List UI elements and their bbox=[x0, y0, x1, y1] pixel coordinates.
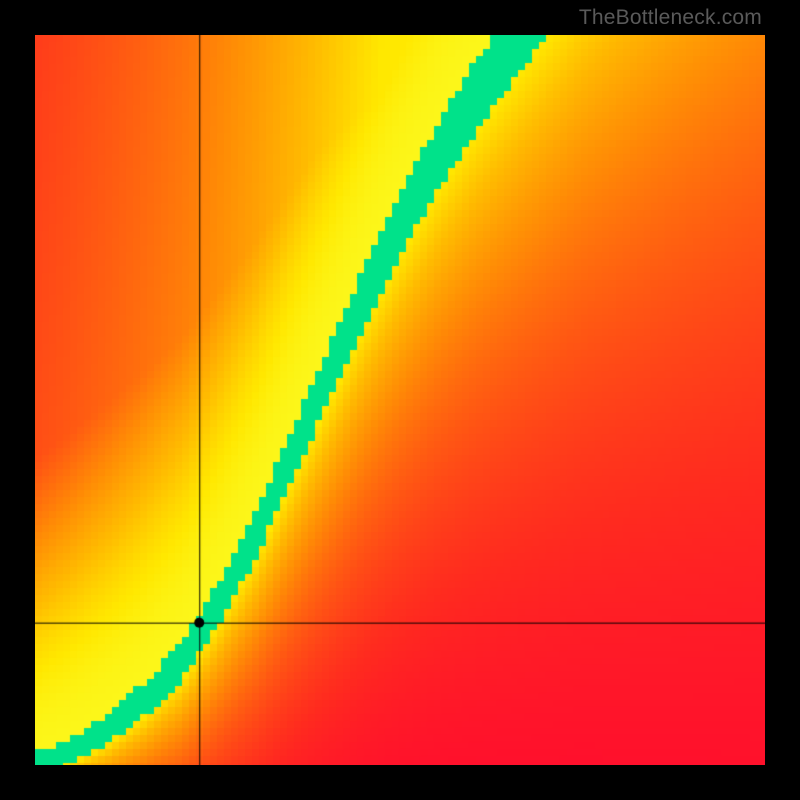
bottleneck-heatmap bbox=[35, 35, 765, 765]
attribution-label: TheBottleneck.com bbox=[579, 6, 762, 30]
chart-frame: TheBottleneck.com bbox=[0, 0, 800, 800]
